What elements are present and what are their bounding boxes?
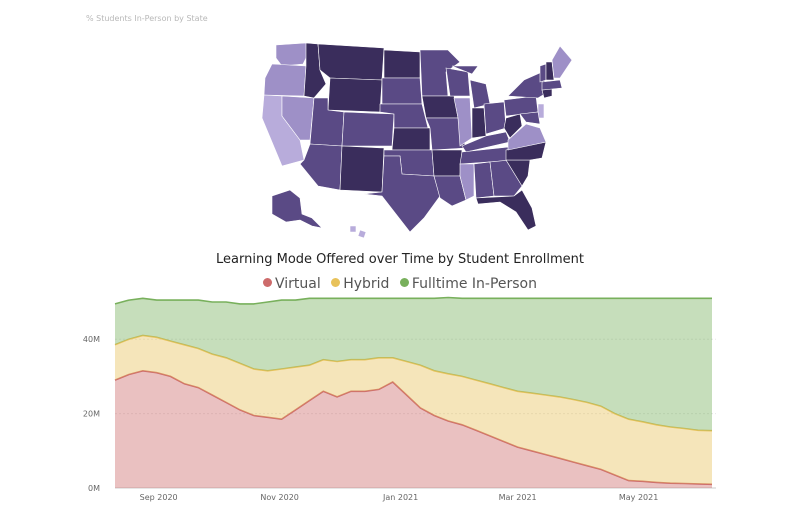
state-tx[interactable] bbox=[363, 155, 441, 233]
state-va[interactable] bbox=[507, 123, 547, 151]
map-title: % Students In-Person by State bbox=[86, 14, 208, 23]
us-choropleth-map bbox=[261, 42, 573, 239]
state-mo[interactable] bbox=[425, 117, 467, 151]
area-virtual[interactable] bbox=[115, 370, 712, 488]
state-ms[interactable] bbox=[459, 163, 475, 201]
x-tick-label: Nov 2020 bbox=[260, 493, 299, 502]
chart-legend: Virtual Hybrid Fulltime In-Person bbox=[0, 276, 800, 292]
legend-label-in-person: Fulltime In-Person bbox=[411, 276, 537, 292]
state-md[interactable] bbox=[519, 111, 541, 125]
y-tick-label: 20M bbox=[83, 410, 100, 419]
x-tick-label: Jan 2021 bbox=[382, 493, 418, 502]
line-virtual bbox=[114, 369, 713, 486]
legend-dot-virtual bbox=[262, 278, 272, 287]
legend-item-in-person[interactable]: Fulltime In-Person bbox=[399, 276, 537, 292]
x-tick-label: Mar 2021 bbox=[499, 493, 537, 502]
legend-dot-in-person bbox=[399, 278, 409, 287]
state-il[interactable] bbox=[453, 97, 473, 147]
state-co[interactable] bbox=[341, 111, 395, 147]
legend-item-hybrid[interactable]: Hybrid bbox=[331, 276, 389, 292]
state-fl[interactable] bbox=[475, 189, 537, 231]
legend-label-hybrid: Hybrid bbox=[343, 276, 390, 292]
y-tick-label: 40M bbox=[83, 335, 100, 344]
x-tick-label: May 2021 bbox=[619, 493, 658, 502]
state-ak[interactable] bbox=[271, 189, 323, 229]
y-tick-label: 0M bbox=[88, 484, 100, 493]
state-nh[interactable] bbox=[545, 61, 555, 81]
x-tick-label: Sep 2020 bbox=[140, 493, 178, 502]
state-nv[interactable] bbox=[281, 95, 315, 141]
state-or[interactable] bbox=[263, 63, 307, 97]
state-la[interactable] bbox=[433, 175, 467, 207]
state-ky[interactable] bbox=[461, 131, 511, 153]
area-fulltime-in-person[interactable] bbox=[115, 297, 712, 431]
legend-dot-hybrid bbox=[331, 278, 341, 287]
state-hi[interactable] bbox=[349, 225, 367, 239]
state-me[interactable] bbox=[551, 45, 573, 79]
chart-title: Learning Mode Offered over Time by Stude… bbox=[216, 252, 584, 267]
line-hybrid bbox=[114, 334, 713, 432]
legend-label-virtual: Virtual bbox=[274, 276, 321, 292]
state-wi[interactable] bbox=[445, 67, 471, 97]
state-ma[interactable] bbox=[541, 79, 563, 91]
line-fulltime-in-person bbox=[114, 296, 712, 305]
legend-item-virtual[interactable]: Virtual bbox=[262, 276, 321, 292]
area-hybrid[interactable] bbox=[115, 335, 712, 485]
